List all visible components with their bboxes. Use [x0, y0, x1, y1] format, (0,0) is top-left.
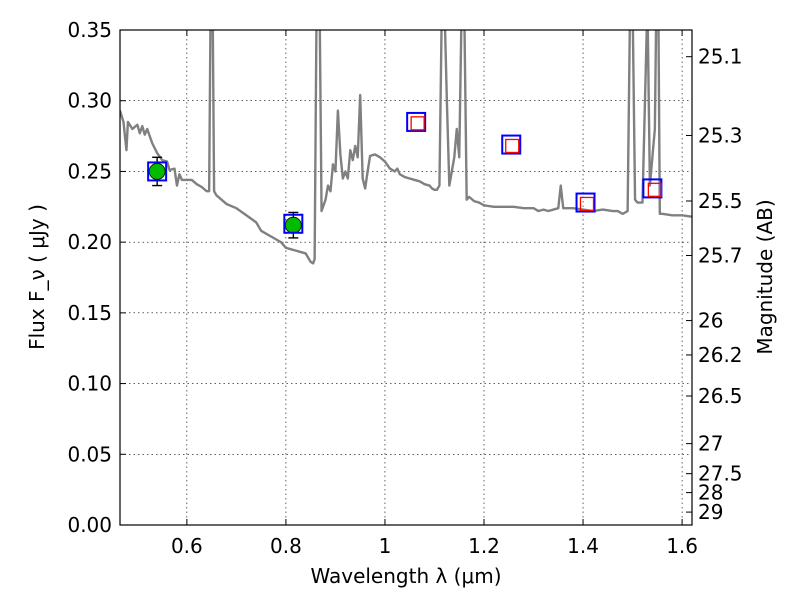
magnitude-axis-label: Magnitude (AB) [753, 199, 777, 354]
magnitude-tick-label: 25.3 [698, 123, 743, 147]
magnitude-tick-label: 28 [698, 481, 723, 505]
x-tick-label: 0.6 [171, 534, 203, 558]
plot-frame [119, 29, 693, 526]
upper-limit-square [505, 138, 520, 154]
magnitude-tick-label: 25.5 [698, 189, 743, 213]
y-tick-label: 0.35 [67, 18, 112, 42]
magnitude-tick-label: 27.5 [698, 462, 743, 486]
upper-limit-square [579, 196, 595, 212]
magnitude-tick-label: 26 [698, 309, 723, 333]
grid [120, 30, 692, 525]
magnitude-tick-label: 29 [698, 500, 723, 524]
model-flux-square [406, 111, 427, 132]
y-tick-label: 0.10 [67, 372, 112, 396]
x-tick-label: 1.2 [468, 534, 500, 558]
magnitude-tick-label: 27 [698, 432, 723, 456]
x-tick-label: 1.4 [567, 534, 599, 558]
upper-limit-square [410, 116, 425, 131]
magnitude-tick-label: 25.1 [698, 45, 743, 69]
y-tick-label: 0.15 [67, 301, 112, 325]
magnitude-tick-label: 25.7 [698, 244, 743, 268]
magnitude-tick-label: 26.5 [698, 384, 743, 408]
observed-flux-point [148, 163, 166, 180]
y-tick-label: 0.05 [67, 442, 112, 466]
magnitude-tick-label: 26.2 [698, 343, 743, 367]
x-tick-label: 1 [379, 534, 392, 558]
model-flux-square [501, 134, 522, 155]
y-tick-label: 0.20 [67, 230, 112, 254]
model-flux-square [575, 192, 596, 213]
y-axis-label: Flux F_ν ( μJy ) [25, 204, 49, 350]
x-tick-label: 0.8 [270, 534, 302, 558]
y-tick-label: 0.25 [67, 159, 112, 183]
sed-model-line [120, 30, 692, 265]
x-tick-label: 1.6 [666, 534, 698, 558]
observed-flux-point [284, 216, 302, 234]
model-flux-square [147, 161, 168, 182]
y-tick-label: 0.30 [67, 89, 112, 113]
ticks: 0.6 0.8 1 1.2 1.4 1.6 0.00 0.05 0.10 0.15 0.20 0.25… [67, 18, 742, 558]
x-axis-label: Wavelength λ (μm) [310, 564, 501, 588]
model-flux-square [283, 213, 304, 234]
upper-limit-square [647, 182, 663, 197]
plot-area [120, 30, 692, 265]
y-tick-label: 0.00 [67, 513, 112, 537]
